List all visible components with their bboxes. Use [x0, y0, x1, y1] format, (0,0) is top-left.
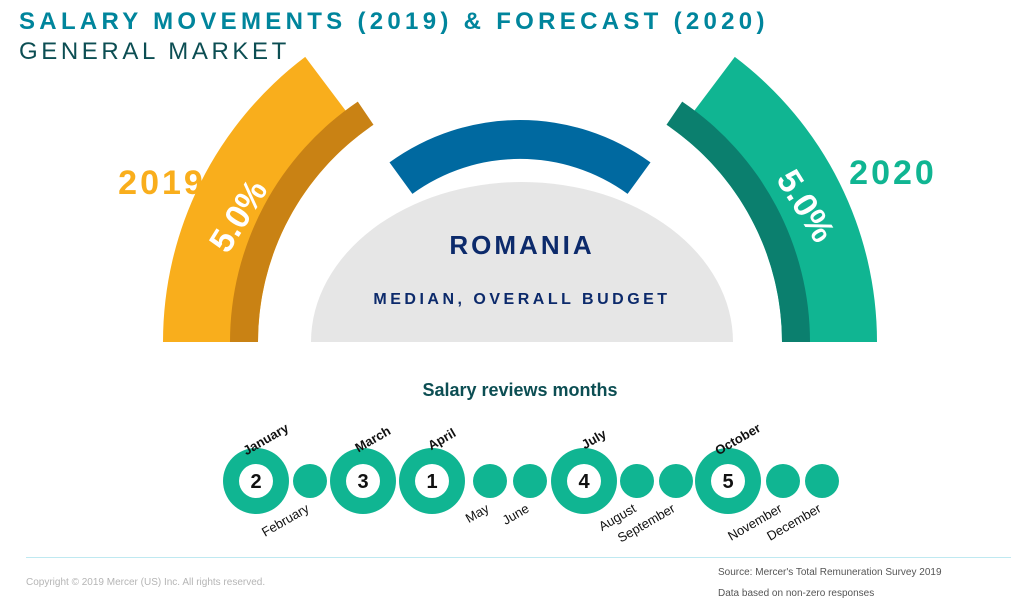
rank-badge	[567, 464, 601, 498]
month-circle-august	[620, 464, 654, 498]
rank-badge	[239, 464, 273, 498]
salary-gauge: 2019 2020 5.0% 5.0% ROMANIA MEDIAN, OVER…	[118, 56, 937, 545]
month-label: June	[500, 501, 532, 528]
rank-value: 3	[357, 471, 368, 493]
month-circle-december	[805, 464, 839, 498]
gauge-2020-inner-ring	[666, 101, 810, 342]
month-circle-june	[513, 464, 547, 498]
rank-value: 5	[722, 471, 733, 493]
gauge-2019-inner-ring	[230, 101, 374, 342]
country-name: ROMANIA	[449, 230, 594, 260]
page-title: SALARY MOVEMENTS (2019) & FORECAST (2020…	[19, 8, 769, 35]
rank-badge	[346, 464, 380, 498]
gauge-2020-segment	[677, 56, 877, 343]
rank-badge	[711, 464, 745, 498]
gauge-2019-segment	[163, 56, 363, 343]
month-circle-february	[293, 464, 327, 498]
month-label: May	[463, 500, 492, 526]
reviews-title: Salary reviews months	[422, 380, 617, 400]
page-subtitle: GENERAL MARKET	[19, 38, 290, 65]
month-circle-september	[659, 464, 693, 498]
month-label: April	[425, 425, 458, 453]
rank-value: 4	[578, 471, 590, 493]
year-2020: 2020	[849, 154, 937, 192]
year-2019: 2019	[118, 164, 206, 202]
source-note: Source: Mercer's Total Remuneration Surv…	[718, 567, 942, 578]
footer-divider	[26, 557, 1011, 558]
month-label: July	[579, 426, 610, 452]
gauge-caption: MEDIAN, OVERALL BUDGET	[373, 291, 670, 308]
rank-badge	[415, 464, 449, 498]
rank-value: 1	[426, 471, 437, 493]
gauge-center	[311, 182, 733, 342]
month-circle-may	[473, 464, 507, 498]
data-note: Data based on non-zero responses	[718, 588, 875, 599]
rank-value: 2	[250, 471, 261, 493]
gauge-bridge-arc	[389, 119, 651, 194]
copyright: Copyright © 2019 Mercer (US) Inc. All ri…	[26, 577, 266, 588]
month-circle-november	[766, 464, 800, 498]
